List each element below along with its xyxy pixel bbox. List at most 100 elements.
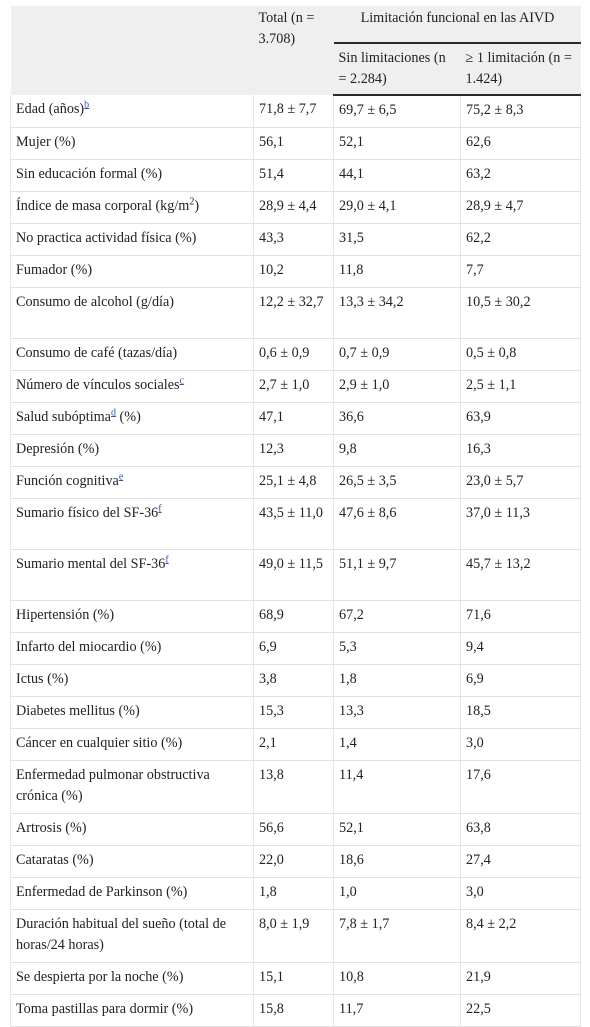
no-limitation-cell: 51,1 ± 9,7 [333,549,461,601]
total-cell: 15,8 [253,994,334,1027]
no-limitation-cell: 10,8 [333,962,461,995]
table-row: Toma pastillas para dormir (%) 15,8 11,7 22… [10,994,582,1027]
total-cell: 22,0 [253,845,334,878]
one-limitation-cell: 6,9 [459,664,582,697]
table-row: Cataratas (%) 22,0 18,6 27,4 [10,845,582,878]
row-label: Toma pastillas para dormir (%) [16,1001,194,1017]
table-row: Enfermedad de Parkinson (%) 1,8 1,0 3,0 [10,877,582,910]
row-label-cell: Artrosis (%) [10,813,254,846]
footnote-link[interactable]: e [118,471,124,483]
total-cell: 15,3 [253,696,334,729]
table-row: Duración habitual del sueño (total de ho… [10,909,582,963]
table-row: Infarto del miocardio (%) 6,9 5,3 9,4 [10,632,582,665]
one-limitation-cell: 27,4 [459,845,582,878]
row-label: Sumario mental del SF-36 [16,556,166,572]
one-limitation-cell: 63,2 [459,159,582,192]
footnote-link[interactable]: f [158,503,162,515]
row-label: Cáncer en cualquier sitio (%) [16,735,183,751]
row-label: No practica actividad física (%) [16,230,197,246]
row-label: Cataratas (%) [16,852,94,868]
one-limitation-cell: 7,7 [459,255,582,288]
characteristics-table: Total (n = 3.708) Limitación funcional e… [10,6,582,1027]
one-limitation-cell: 17,6 [459,760,582,814]
no-limitation-cell: 7,8 ± 1,7 [333,909,461,963]
header-no-limitation: Sin limitaciones (n = 2.284) [333,43,461,96]
header-blank [10,6,254,95]
table-row: Depresión (%) 12,3 9,8 16,3 [10,434,582,467]
footnote-link[interactable]: c [179,375,184,387]
row-label-cell: Fumador (%) [10,255,254,288]
row-label-suffix: ) [194,198,200,214]
row-label: Sin educación formal (%) [16,166,163,182]
no-limitation-cell: 1,8 [333,664,461,697]
one-limitation-cell: 2,5 ± 1,1 [459,370,582,403]
total-cell: 43,5 ± 11,0 [253,498,334,550]
row-label: Hipertensión (%) [16,607,115,623]
no-limitation-cell: 26,5 ± 3,5 [333,466,461,499]
row-label-cell: Índice de masa corporal (kg/m2) [10,191,254,224]
table-row: No practica actividad física (%) 43,3 31,5… [10,223,582,256]
total-cell: 47,1 [253,402,334,435]
total-cell: 51,4 [253,159,334,192]
table-row: Índice de masa corporal (kg/m2) 28,9 ± 4,… [10,191,582,224]
row-label-cell: Cáncer en cualquier sitio (%) [10,728,254,761]
no-limitation-cell: 52,1 [333,127,461,160]
table-row: Salud subóptimad (%) 47,1 36,6 63,9 [10,402,582,435]
total-cell: 68,9 [253,600,334,633]
total-cell: 6,9 [253,632,334,665]
one-limitation-cell: 3,0 [459,728,582,761]
one-limitation-cell: 0,5 ± 0,8 [459,338,582,371]
footnote-link[interactable]: d [110,407,116,419]
table-row: Hipertensión (%) 68,9 67,2 71,6 [10,600,582,633]
row-label-cell: Depresión (%) [10,434,254,467]
table-row: Consumo de alcohol (g/día) 12,2 ± 32,7 13,… [10,287,582,339]
row-label: Salud subóptima [16,409,111,425]
no-limitation-cell: 18,6 [333,845,461,878]
total-cell: 10,2 [253,255,334,288]
one-limitation-cell: 8,4 ± 2,2 [459,909,582,963]
header-one-limitation: ≥ 1 limitación (n = 1.424) [460,43,581,96]
total-cell: 12,3 [253,434,334,467]
total-cell: 43,3 [253,223,334,256]
one-limitation-cell: 23,0 ± 5,7 [459,466,582,499]
document-page: Total (n = 3.708) Limitación funcional e… [10,6,582,1027]
total-cell: 0,6 ± 0,9 [253,338,334,371]
row-label-suffix: (%) [115,409,141,425]
row-label-cell: Se despierta por la noche (%) [10,962,254,995]
total-cell: 56,6 [253,813,334,846]
row-label-cell: Infarto del miocardio (%) [10,632,254,665]
one-limitation-cell: 71,6 [459,600,582,633]
no-limitation-cell: 13,3 ± 34,2 [333,287,461,339]
row-label: Función cognitiva [16,473,119,489]
row-label-cell: Sin educación formal (%) [10,159,254,192]
row-label-cell: Consumo de café (tazas/día) [10,338,254,371]
row-label-cell: Función cognitivae [10,466,254,499]
table-row: Número de vínculos socialesc 2,7 ± 1,0 2,9… [10,370,582,403]
row-label: Consumo de café (tazas/día) [16,345,178,361]
row-label-cell: Número de vínculos socialesc [10,370,254,403]
one-limitation-cell: 75,2 ± 8,3 [459,95,582,128]
row-label: Consumo de alcohol (g/día) [16,294,175,310]
no-limitation-cell: 67,2 [333,600,461,633]
no-limitation-cell: 29,0 ± 4,1 [333,191,461,224]
header-group: Limitación funcional en las AIVD [333,6,581,44]
one-limitation-cell: 18,5 [459,696,582,729]
no-limitation-cell: 11,7 [333,994,461,1027]
row-label: Ictus (%) [16,671,69,687]
footnote-link[interactable]: b [84,99,90,111]
row-label-cell: Cataratas (%) [10,845,254,878]
table-row: Sumario físico del SF-36f 43,5 ± 11,0 47,6… [10,498,582,550]
one-limitation-cell: 63,9 [459,402,582,435]
row-label: Diabetes mellitus (%) [16,703,140,719]
footnote-link[interactable]: f [165,554,169,566]
total-cell: 15,1 [253,962,334,995]
one-limitation-cell: 16,3 [459,434,582,467]
row-label-cell: Ictus (%) [10,664,254,697]
row-label-cell: Hipertensión (%) [10,600,254,633]
table-row: Fumador (%) 10,2 11,8 7,7 [10,255,582,288]
header-total: Total (n = 3.708) [253,6,334,95]
no-limitation-cell: 44,1 [333,159,461,192]
row-label-cell: Duración habitual del sueño (total de ho… [10,909,254,963]
row-label: Índice de masa corporal (kg/m [16,198,190,214]
row-label: Depresión (%) [16,441,100,457]
